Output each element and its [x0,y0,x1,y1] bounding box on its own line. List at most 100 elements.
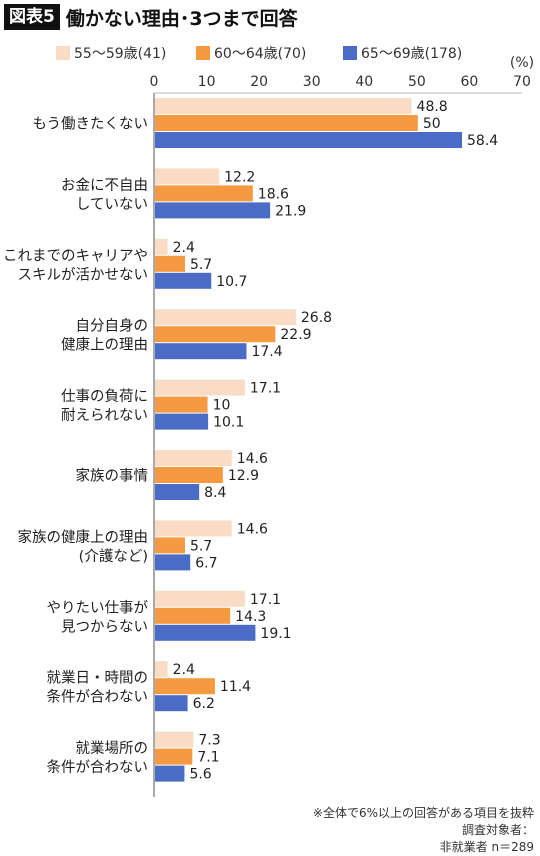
category-label: もう働きたくない [32,116,148,133]
x-tick-label: 20 [250,74,268,90]
unit-label: (%) [510,55,534,71]
bar [155,115,418,131]
data-label: 5.7 [190,257,212,273]
bar [155,238,168,255]
legend-label-1: 55〜59歳(41) [74,46,166,62]
legend-swatch-1 [56,46,70,60]
data-label: 2.4 [173,662,195,678]
data-label: 18.6 [258,186,289,202]
bar [155,537,185,554]
bar [155,326,276,343]
data-label: 26.8 [301,310,332,326]
category-label: していない [76,196,148,213]
category-label: スキルが活かせない [18,266,149,283]
category-label: お金に不自由 [61,177,148,194]
bar [155,379,245,396]
bar [155,624,256,641]
data-label: 10 [213,398,231,414]
x-tick-label: 70 [513,74,531,90]
bar [155,413,209,430]
data-label: 50 [423,116,441,132]
data-label: 17.4 [251,344,282,360]
data-label: 14.6 [237,451,268,467]
category-label: これまでのキャリアや [3,247,148,264]
bar [155,202,271,219]
category-label: 自分自身の [76,318,149,335]
category-label: 家族の事情 [76,468,149,485]
note-survey-target: 調査対象者： [461,823,534,837]
note-sample-size: 非就業者 n＝289 [439,840,534,854]
bar [155,484,200,500]
data-label: 6.7 [195,555,217,571]
category-label: 家族の健康上の理由 [18,529,149,546]
note-excerpt: ※全体で6%以上の回答がある項目を抜粋 [312,806,534,820]
bar [155,98,412,114]
data-label: 2.4 [173,240,195,256]
bar [155,396,208,413]
data-label: 6.2 [193,696,215,712]
data-label: 14.6 [237,521,268,537]
x-tick-label: 40 [355,74,373,90]
category-label: 健康上の理由 [61,337,148,354]
legend-label-2: 60〜64歳(70) [214,46,306,62]
bar [155,467,223,483]
data-label: 10.7 [216,274,247,290]
data-label: 11.4 [220,679,251,695]
data-label: 58.4 [467,133,498,149]
data-label: 12.9 [228,468,259,484]
bar [155,272,212,289]
data-label: 17.1 [250,592,281,608]
bar [155,255,185,272]
category-label: (介護など) [79,548,148,565]
x-tick-label: 10 [198,74,216,90]
bar [155,765,185,782]
data-label: 7.3 [198,733,220,749]
legend-swatch-2 [196,46,210,60]
x-tick-label: 30 [303,74,321,90]
data-label: 19.1 [260,626,291,642]
bar [155,695,188,712]
data-label: 5.6 [189,767,211,783]
bar [155,520,232,537]
bar [155,343,247,360]
bar [155,590,245,607]
bar [155,450,232,466]
data-label: 8.4 [204,485,226,501]
data-label: 12.2 [224,169,255,185]
data-label: 14.3 [235,609,266,625]
category-label: 耐えられない [61,407,148,424]
chart-title: 働かない理由･3つまで回答 [65,7,298,30]
legend-label-3: 65〜69歳(178) [361,46,462,62]
bar [155,185,253,202]
bar [155,731,194,748]
bar [155,554,191,571]
category-label: 就業場所の [76,740,149,757]
legend-swatch-3 [343,46,357,60]
bar [155,661,168,678]
bar [155,132,463,148]
category-label: 条件が合わない [47,759,149,776]
data-label: 17.1 [250,381,281,397]
bar [155,168,220,185]
data-label: 5.7 [190,538,212,554]
category-label: 仕事の負荷に [61,388,148,405]
title-bar: 図表5 働かない理由･3つまで回答 [4,4,298,30]
data-label: 10.1 [213,415,244,431]
category-label: 就業日・時間の [47,670,149,687]
category-label: 見つからない [61,618,148,635]
bar [155,678,215,695]
x-tick-label: 50 [408,74,426,90]
bar [155,748,193,765]
x-tick-label: 0 [150,74,159,90]
figure-label: 図表5 [4,4,60,30]
category-label: やりたい仕事が [47,599,149,616]
data-label: 7.1 [197,750,219,766]
data-label: 48.8 [417,99,448,115]
data-label: 22.9 [280,327,311,343]
x-tick-label: 60 [461,74,479,90]
bar [155,309,296,326]
bar [155,607,231,624]
category-label: 条件が合わない [47,689,149,706]
data-label: 21.9 [275,203,306,219]
